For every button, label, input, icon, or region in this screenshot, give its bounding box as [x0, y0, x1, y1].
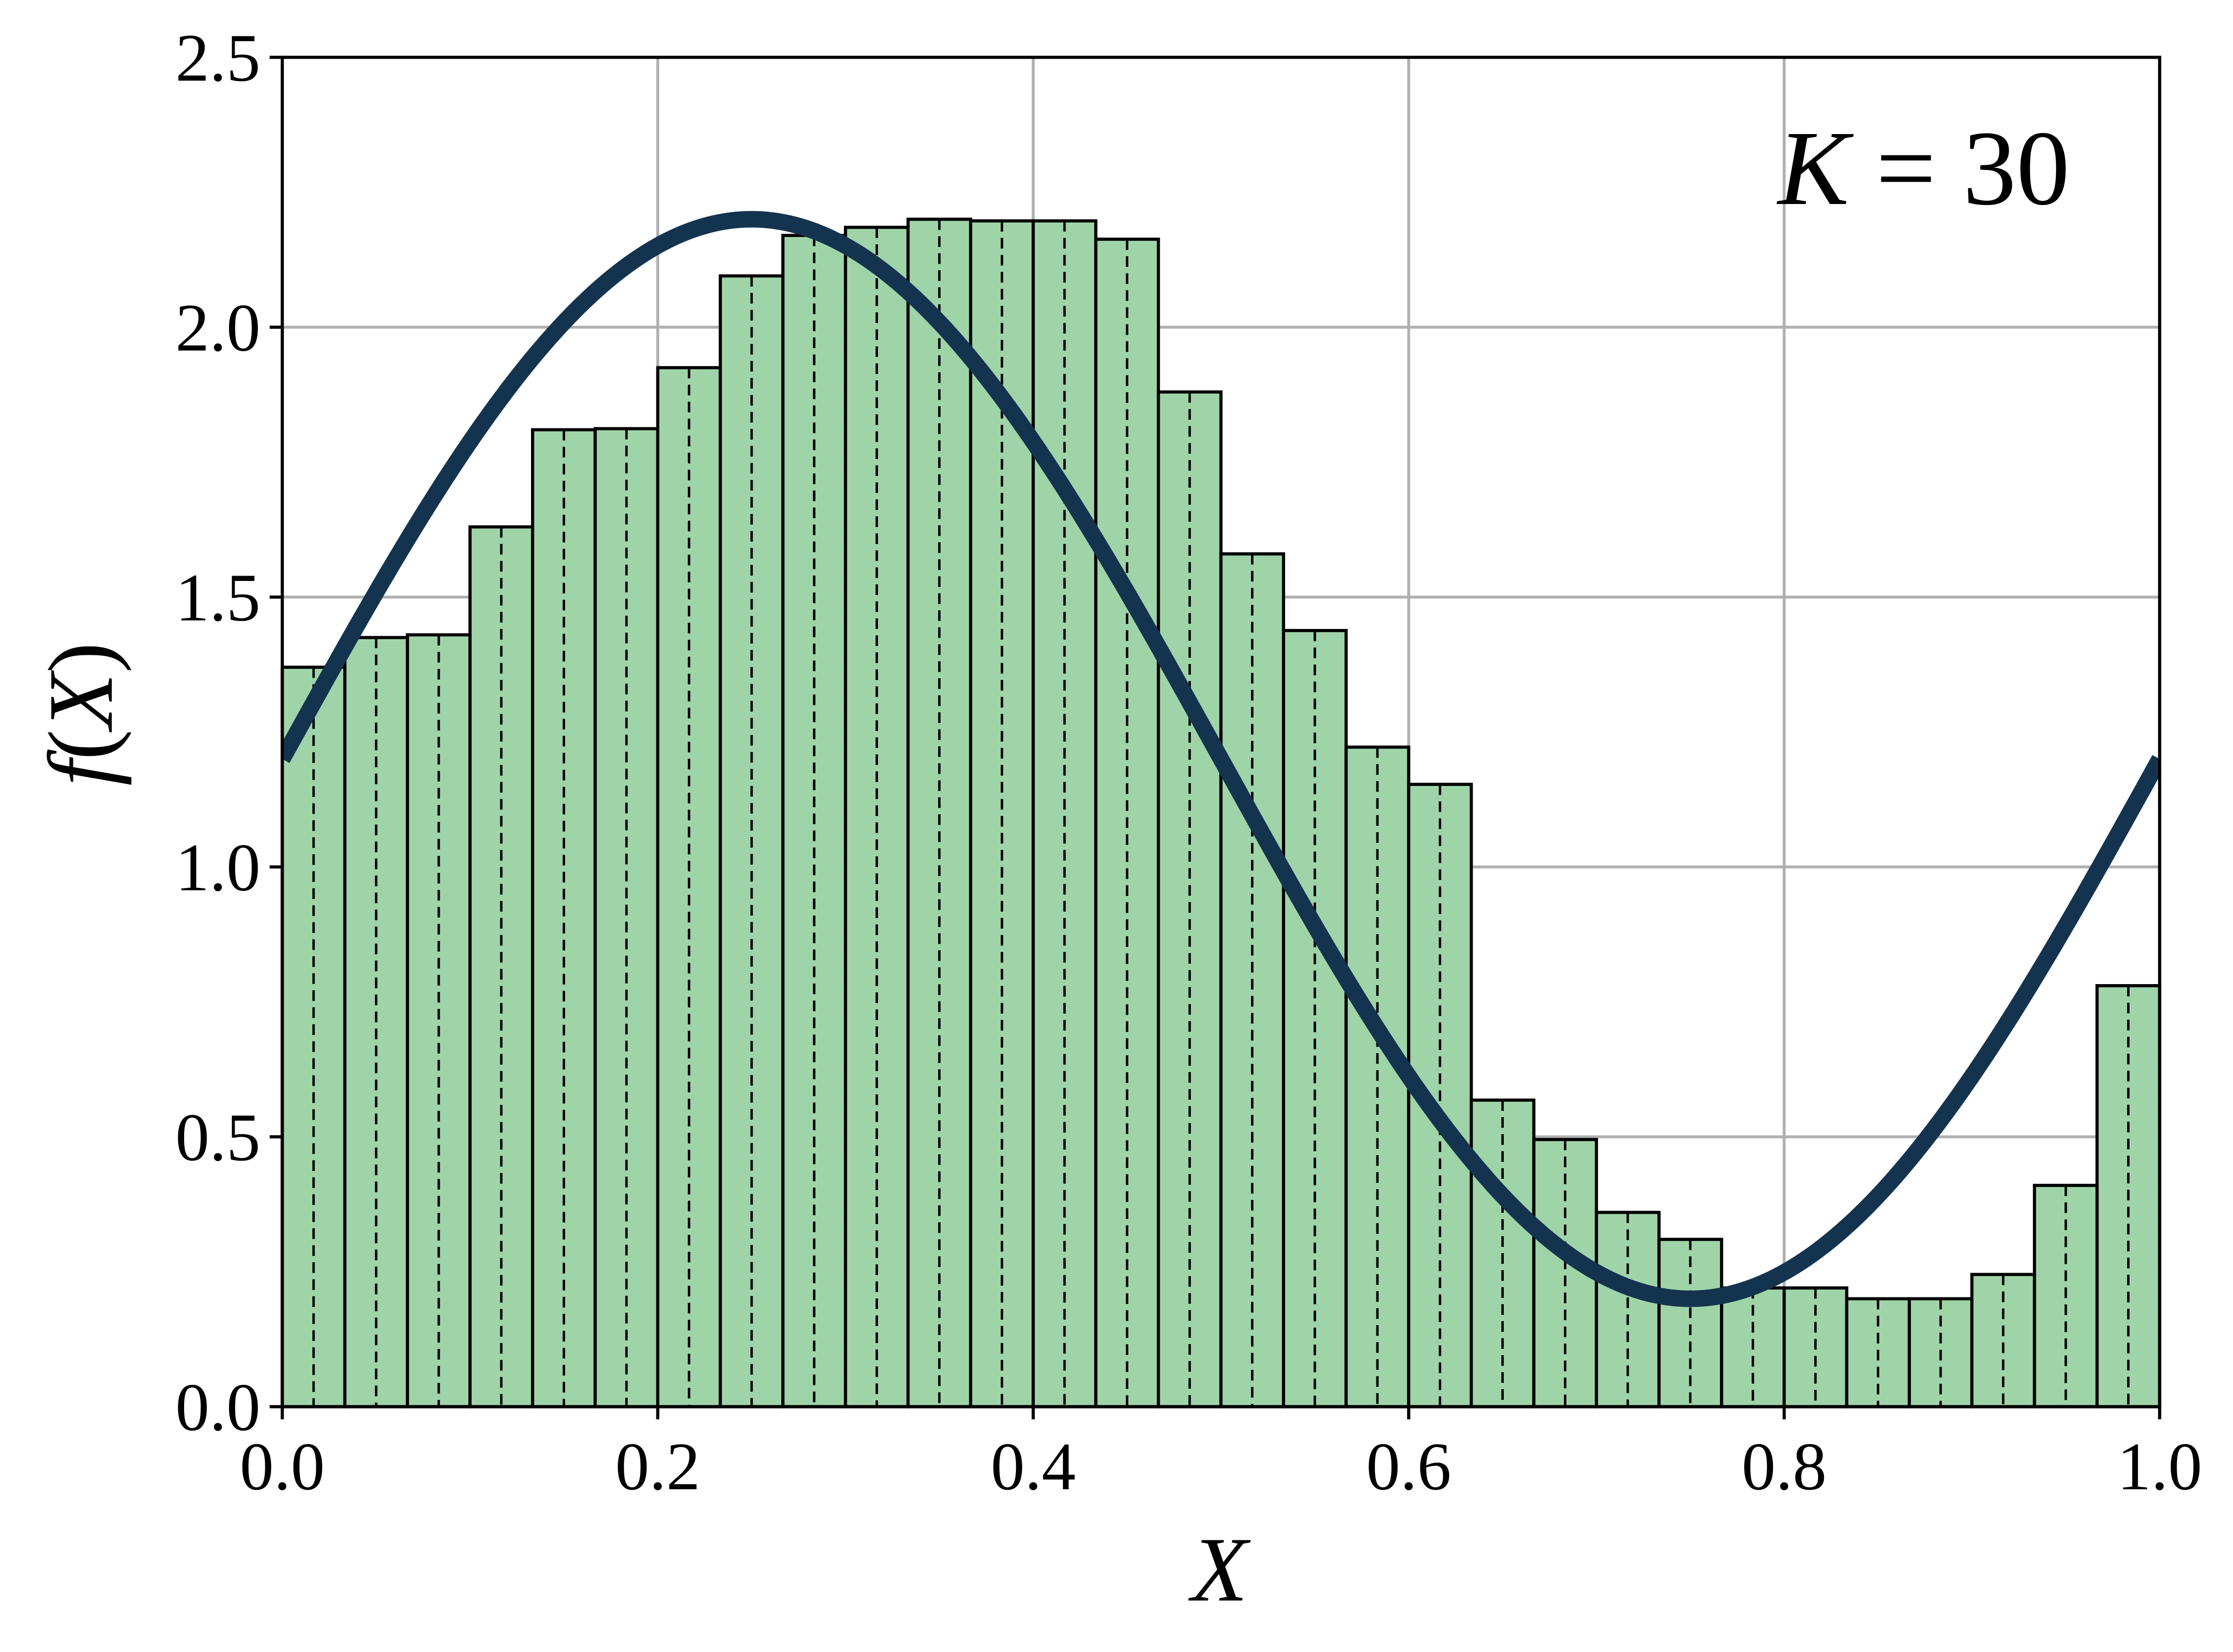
k-annotation-equals: = [1849, 109, 1963, 227]
k-annotation-value: 30 [1963, 109, 2070, 227]
y-tick-label: 2.5 [175, 20, 260, 96]
density-curve [282, 211, 2160, 1307]
bin-center-dashed-lines [312, 219, 2130, 1407]
x-tick-label: 0.2 [615, 1429, 700, 1504]
k-annotation-var: K [1776, 109, 1854, 227]
k-annotation: K = 30 [1776, 109, 2070, 227]
y-axis-title-paren-open: ( [30, 730, 132, 760]
x-tick-label: 0.8 [1742, 1429, 1827, 1504]
histogram-bar [468, 525, 534, 1409]
x-tick-label: 1.0 [2117, 1429, 2202, 1504]
plot-frame [280, 55, 2162, 1409]
axes [280, 55, 2162, 1409]
histogram-bar [593, 427, 660, 1409]
x-tick-label: 0.6 [1366, 1429, 1451, 1504]
y-axis-title-paren-close: ) [30, 642, 132, 673]
histogram-bar [1282, 629, 1348, 1409]
y-axis-ticks: 0.0 0.5 1.0 1.5 2.0 2.5 [175, 20, 282, 1445]
x-tick-label: 0.4 [991, 1429, 1076, 1504]
y-tick-label: 2.0 [175, 290, 260, 366]
y-tick-label: 0.0 [175, 1370, 260, 1445]
density-curve-line [282, 211, 2160, 1307]
y-tick-label: 1.5 [175, 560, 260, 635]
y-tick-label: 1.0 [175, 830, 260, 905]
y-axis-title-variable: X [30, 670, 132, 733]
histogram-bar [1595, 1210, 1661, 1409]
y-tick-label: 0.5 [175, 1100, 260, 1175]
histogram-bars [280, 218, 2162, 1409]
x-axis-title: X [1188, 1519, 1251, 1621]
x-tick-label: 0.0 [240, 1429, 325, 1504]
x-axis-ticks: 0.0 0.2 0.4 0.6 0.8 1.0 [240, 1407, 2202, 1504]
histogram-bar [1156, 390, 1223, 1409]
y-axis-title: f(X) [30, 642, 132, 785]
